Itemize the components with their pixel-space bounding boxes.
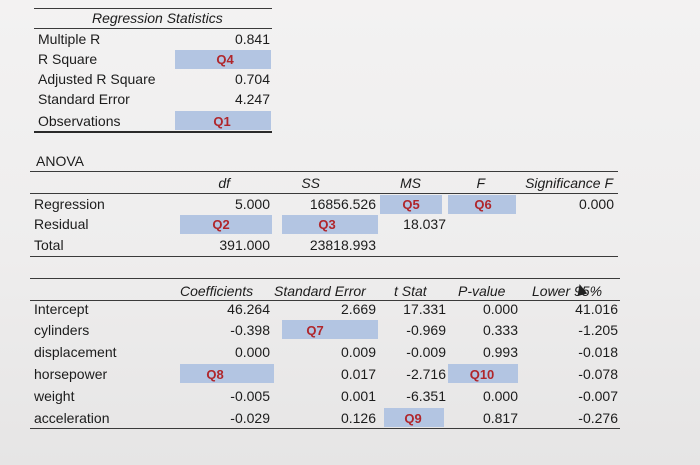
coef-lower: -0.276	[578, 410, 618, 426]
question-marker-q10: Q10	[469, 367, 495, 382]
anova-header-f: F	[476, 175, 485, 191]
question-marker-q2: Q2	[212, 217, 230, 232]
regression-statistics-title: Regression Statistics	[92, 10, 223, 26]
anova-header-significance: Significance F	[525, 175, 613, 191]
highlight-q2	[180, 215, 272, 234]
highlight-q5	[380, 195, 442, 214]
coef-value: -0.029	[230, 410, 270, 426]
coef-se: 2.669	[340, 301, 376, 317]
coef-p: 0.333	[482, 322, 518, 338]
coef-t: -0.009	[406, 344, 446, 360]
anova-header-ss: SS	[301, 175, 320, 191]
coef-lower: -1.205	[578, 322, 618, 338]
coef-value: 0.000	[234, 344, 270, 360]
anova-df: 391.000	[219, 237, 270, 253]
question-marker-q8: Q8	[206, 367, 224, 382]
coef-t: -0.969	[406, 322, 446, 338]
coef-se: 0.001	[340, 388, 376, 404]
question-marker-q5: Q5	[402, 197, 420, 212]
coef-header-rule	[30, 300, 620, 301]
highlight-r-square	[175, 50, 271, 69]
stat-label: Observations	[38, 113, 121, 129]
stat-label: Multiple R	[38, 31, 101, 47]
anova-title: ANOVA	[36, 153, 84, 169]
anova-significance: 0.000	[578, 196, 614, 212]
coef-row-label: displacement	[34, 344, 117, 360]
question-marker-q6: Q6	[474, 197, 492, 212]
coef-header-p-value: P-value	[458, 283, 506, 299]
coef-se: 0.126	[340, 410, 376, 426]
coef-p: 0.993	[482, 344, 518, 360]
anova-header-ms: MS	[400, 175, 421, 191]
coef-lower: -0.018	[578, 344, 618, 360]
coef-se: 0.009	[340, 344, 376, 360]
highlight-q7	[282, 320, 378, 339]
stat-value: 0.704	[234, 71, 270, 87]
anova-df: 5.000	[234, 196, 270, 212]
coef-header-standard-error: Standard Error	[274, 283, 366, 299]
coef-p: 0.817	[482, 410, 518, 426]
anova-ss: 16856.526	[309, 196, 376, 212]
highlight-q10	[448, 364, 518, 383]
coef-value: -0.005	[230, 388, 270, 404]
coef-row-label: horsepower	[34, 366, 108, 382]
coef-bottom-rule	[30, 428, 620, 429]
stat-label: Standard Error	[38, 91, 130, 107]
stat-value: 4.247	[234, 91, 270, 107]
highlight-observations	[175, 111, 271, 130]
anova-row-label: Regression	[34, 196, 105, 212]
anova-row-label: Total	[34, 237, 64, 253]
anova-ms: 18.037	[403, 216, 446, 232]
stat-label: Adjusted R Square	[38, 71, 156, 87]
coef-se: 0.017	[340, 366, 376, 382]
coef-t: -6.351	[406, 388, 446, 404]
coef-header-coefficients: Coefficients	[180, 283, 254, 299]
coef-top-rule	[30, 278, 620, 279]
highlight-q8	[180, 364, 274, 383]
coef-row-label: cylinders	[34, 322, 90, 338]
anova-header-df: df	[218, 175, 230, 191]
stats-bottom-rule	[34, 131, 272, 133]
stat-label: R Square	[38, 51, 98, 67]
anova-ss: 23818.993	[309, 237, 376, 253]
coef-value: 46.264	[227, 301, 270, 317]
question-marker-q3: Q3	[318, 217, 336, 232]
stats-header-rule	[34, 28, 272, 29]
anova-bottom-rule	[30, 256, 618, 257]
coef-p: 0.000	[482, 388, 518, 404]
coef-header-lower-95: Lower 95%	[532, 283, 603, 299]
coef-p: 0.000	[482, 301, 518, 317]
highlight-q3	[282, 215, 378, 234]
highlight-q6	[448, 195, 516, 214]
coef-header-t-stat: t Stat	[394, 283, 427, 299]
coef-row-label: weight	[34, 388, 75, 404]
coef-row-label: acceleration	[34, 410, 110, 426]
anova-header-rule	[30, 193, 618, 194]
coef-lower: 41.016	[575, 301, 618, 317]
question-marker-q7: Q7	[306, 323, 324, 338]
coef-value: -0.398	[230, 322, 270, 338]
coef-lower: -0.007	[578, 388, 618, 404]
stats-top-rule	[34, 8, 272, 9]
question-marker-q9: Q9	[404, 411, 422, 426]
highlight-q9	[384, 408, 444, 427]
stat-value: 0.841	[234, 31, 270, 47]
coef-row-label: Intercept	[34, 301, 89, 317]
coef-t: 17.331	[403, 301, 446, 317]
question-marker-q4: Q4	[216, 52, 234, 67]
question-marker-q1: Q1	[213, 114, 231, 129]
coef-t: -2.716	[406, 366, 446, 382]
anova-row-label: Residual	[34, 216, 89, 232]
coef-lower: -0.078	[578, 366, 618, 382]
anova-top-rule	[30, 171, 618, 172]
